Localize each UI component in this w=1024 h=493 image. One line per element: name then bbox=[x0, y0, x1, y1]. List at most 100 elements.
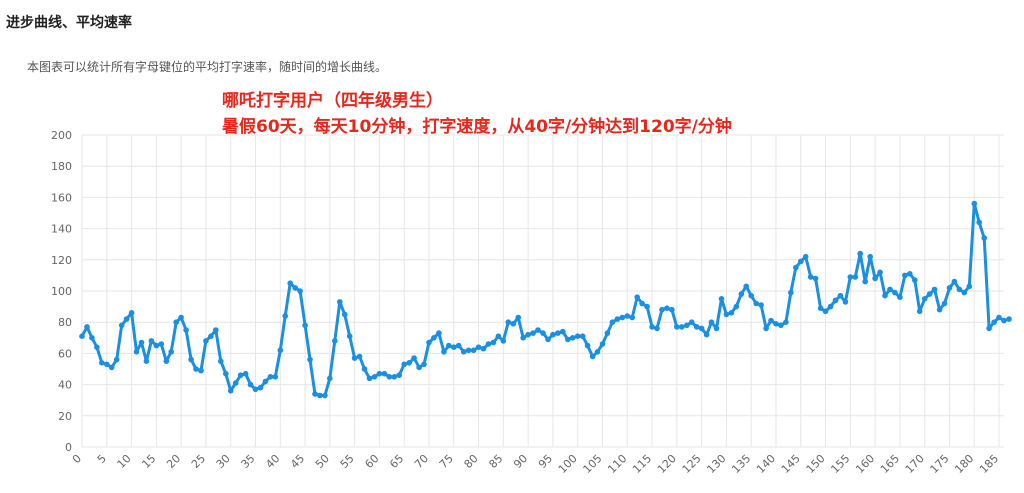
data-point bbox=[748, 292, 754, 299]
x-tick-label: 95 bbox=[536, 452, 555, 471]
data-point bbox=[198, 367, 204, 374]
data-point bbox=[594, 349, 601, 355]
data-point bbox=[565, 336, 571, 343]
data-point bbox=[237, 372, 244, 379]
data-point bbox=[674, 324, 680, 330]
y-tick-label: 20 bbox=[58, 410, 72, 423]
data-point bbox=[753, 300, 759, 307]
data-point bbox=[966, 283, 973, 290]
data-point bbox=[277, 347, 284, 354]
data-point bbox=[213, 327, 219, 333]
x-tick-label: 110 bbox=[605, 452, 629, 476]
data-point bbox=[852, 274, 859, 280]
x-tick-label: 150 bbox=[804, 452, 828, 476]
data-point bbox=[862, 278, 868, 285]
data-point bbox=[887, 286, 893, 293]
x-tick-label: 35 bbox=[239, 452, 258, 471]
x-tick-label: 75 bbox=[437, 452, 456, 471]
data-point bbox=[847, 274, 854, 280]
data-point bbox=[560, 328, 566, 335]
data-point bbox=[693, 324, 700, 330]
y-tick-label: 120 bbox=[51, 254, 72, 267]
data-point bbox=[996, 314, 1002, 321]
chart-annotation-line-1: 哪吒打字用户（四年级男生） bbox=[222, 91, 443, 111]
data-point bbox=[733, 303, 740, 310]
data-point bbox=[584, 342, 591, 349]
x-tick-label: 165 bbox=[878, 452, 902, 476]
data-point bbox=[545, 336, 551, 343]
data-point bbox=[837, 292, 844, 299]
y-tick-label: 80 bbox=[58, 316, 72, 329]
x-tick-label: 120 bbox=[655, 452, 679, 476]
series-line bbox=[80, 202, 1011, 397]
data-point bbox=[758, 302, 764, 308]
series-points bbox=[79, 200, 1012, 399]
data-point bbox=[664, 305, 670, 312]
x-tick-label: 0 bbox=[70, 452, 84, 466]
data-point bbox=[416, 364, 422, 371]
data-point bbox=[916, 308, 923, 315]
y-axis-ticks: 0 20 40 60 80 100 120 140 160 180 200 bbox=[51, 129, 72, 454]
data-point bbox=[897, 294, 903, 301]
data-point bbox=[465, 347, 472, 354]
data-point bbox=[79, 333, 85, 340]
data-point bbox=[148, 338, 155, 344]
data-point bbox=[118, 322, 125, 329]
data-point bbox=[208, 333, 214, 340]
data-point bbox=[505, 319, 512, 326]
data-point bbox=[89, 335, 95, 341]
data-point bbox=[317, 392, 323, 399]
x-tick-label: 30 bbox=[214, 452, 233, 471]
x-tick-label: 40 bbox=[263, 452, 282, 471]
data-point bbox=[912, 277, 918, 283]
x-tick-label: 140 bbox=[754, 452, 778, 476]
data-point bbox=[579, 333, 586, 340]
x-axis-ticks: 0 5 10 15 20 25 30 35 40 45 50 55 60 65 70 75 80 85 90 95 10… bbox=[70, 452, 1001, 476]
data-point bbox=[703, 331, 710, 338]
data-point bbox=[728, 310, 735, 316]
data-point bbox=[525, 331, 531, 338]
x-tick-label: 90 bbox=[511, 452, 530, 471]
data-point bbox=[976, 219, 982, 226]
data-point bbox=[773, 321, 779, 327]
data-point bbox=[1006, 316, 1012, 322]
x-tick-label: 185 bbox=[977, 452, 1001, 476]
data-point bbox=[669, 306, 675, 313]
data-point bbox=[193, 366, 199, 372]
data-point bbox=[322, 392, 328, 399]
data-point bbox=[763, 325, 769, 332]
data-point bbox=[401, 361, 408, 368]
data-point bbox=[713, 325, 720, 332]
x-tick-label: 100 bbox=[556, 452, 580, 476]
data-point bbox=[614, 316, 621, 322]
x-tick-label: 85 bbox=[486, 452, 505, 471]
x-tick-label: 105 bbox=[581, 452, 605, 476]
data-point bbox=[386, 374, 393, 380]
data-point bbox=[971, 200, 978, 207]
data-point bbox=[104, 361, 110, 368]
data-point bbox=[802, 253, 809, 260]
data-point bbox=[921, 296, 928, 302]
data-point bbox=[783, 319, 789, 326]
data-point bbox=[738, 291, 745, 297]
data-point bbox=[902, 272, 908, 279]
data-point bbox=[535, 327, 541, 333]
data-point bbox=[168, 349, 174, 355]
data-point bbox=[158, 341, 165, 347]
y-tick-label: 60 bbox=[58, 347, 72, 360]
data-point bbox=[654, 325, 660, 332]
data-point bbox=[555, 330, 561, 336]
data-point bbox=[143, 358, 150, 365]
data-point bbox=[178, 314, 184, 321]
data-point bbox=[173, 319, 179, 326]
x-tick-label: 130 bbox=[704, 452, 728, 476]
data-point bbox=[371, 374, 378, 380]
data-point bbox=[659, 306, 665, 313]
data-point bbox=[113, 356, 120, 363]
data-point bbox=[84, 324, 90, 330]
data-point bbox=[842, 299, 849, 305]
data-point bbox=[877, 269, 883, 276]
data-point bbox=[530, 330, 536, 336]
data-point bbox=[396, 372, 403, 379]
